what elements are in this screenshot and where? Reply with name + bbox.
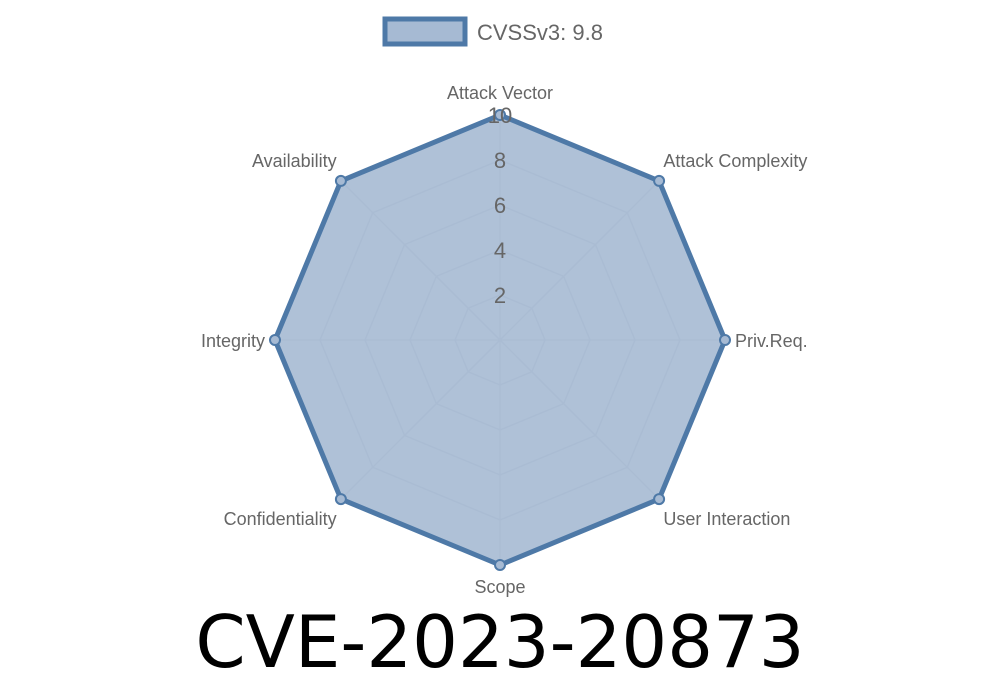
- axis-label: Availability: [252, 151, 337, 171]
- tick-label: 10: [488, 103, 512, 128]
- data-point: [494, 559, 506, 571]
- axis-label: Integrity: [201, 331, 265, 351]
- tick-label: 4: [494, 238, 506, 263]
- axis-label: User Interaction: [663, 509, 790, 529]
- legend[interactable]: CVSSv3: 9.8: [382, 16, 603, 47]
- legend-label: CVSSv3: 9.8: [477, 20, 603, 45]
- data-point: [334, 493, 347, 506]
- axis-label: Attack Vector: [447, 83, 553, 103]
- axis-label: Attack Complexity: [663, 151, 807, 171]
- tick-label: 8: [494, 148, 506, 173]
- data-point: [494, 109, 506, 121]
- axis-label: Scope: [474, 577, 525, 597]
- tick-label: 6: [494, 193, 506, 218]
- tick-label: 2: [494, 283, 506, 308]
- radial-ticks: 2 4 6 8 10: [488, 103, 512, 308]
- axis-label: Priv.Req.: [735, 331, 808, 351]
- data-point: [719, 334, 731, 346]
- data-point: [653, 493, 666, 506]
- data-point: [653, 174, 666, 187]
- data-point: [269, 334, 281, 346]
- axis-label: Confidentiality: [224, 509, 337, 529]
- legend-swatch: [382, 16, 468, 47]
- radar-series: [269, 109, 731, 571]
- axis-labels: Attack Vector Attack Complexity Priv.Req. U…: [201, 83, 808, 597]
- chart-title: CVE-2023-20873: [195, 600, 805, 684]
- data-point: [334, 174, 347, 187]
